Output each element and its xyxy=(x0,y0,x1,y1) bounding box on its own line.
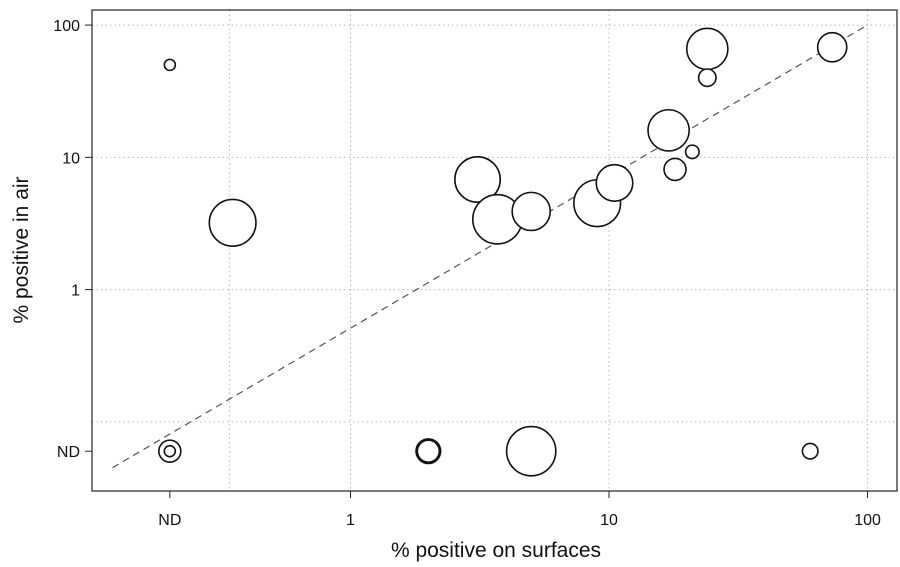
bubble-point xyxy=(801,442,819,460)
bubble-point xyxy=(663,157,687,182)
bubble-point xyxy=(684,144,700,160)
gridlines xyxy=(92,10,897,491)
bubble-point xyxy=(454,156,502,203)
y-tick-label: 10 xyxy=(62,150,80,167)
x-tick-label: ND xyxy=(158,512,181,529)
reference-line-layer xyxy=(112,24,868,469)
bubble-point xyxy=(685,27,729,71)
x-axis-title: % positive on surfaces xyxy=(391,539,601,562)
bubble-point xyxy=(163,58,177,72)
x-tick-label: 10 xyxy=(600,512,618,529)
bubble-point xyxy=(208,198,257,247)
bubble-point xyxy=(595,163,634,203)
bubble-point xyxy=(163,444,177,458)
y-axis-title: % positive in air xyxy=(10,176,33,323)
bubble-point xyxy=(697,68,717,88)
bubble-point xyxy=(816,31,848,63)
y-tick-label: ND xyxy=(57,444,80,461)
bubble-point xyxy=(647,108,690,152)
x-tick-label: 100 xyxy=(854,512,881,529)
bubble-point xyxy=(511,191,552,232)
bubble-point xyxy=(505,425,557,477)
y-tick-label: 100 xyxy=(53,18,80,35)
reference-line xyxy=(112,24,868,469)
plot-frame xyxy=(91,9,898,492)
bubbles xyxy=(158,27,848,477)
x-tick-label: 1 xyxy=(346,512,355,529)
axis-ticks: ND 1 10 100 ND 1 10 100 xyxy=(53,18,881,529)
y-tick-label: 1 xyxy=(71,283,80,300)
bubble-point xyxy=(416,439,441,463)
